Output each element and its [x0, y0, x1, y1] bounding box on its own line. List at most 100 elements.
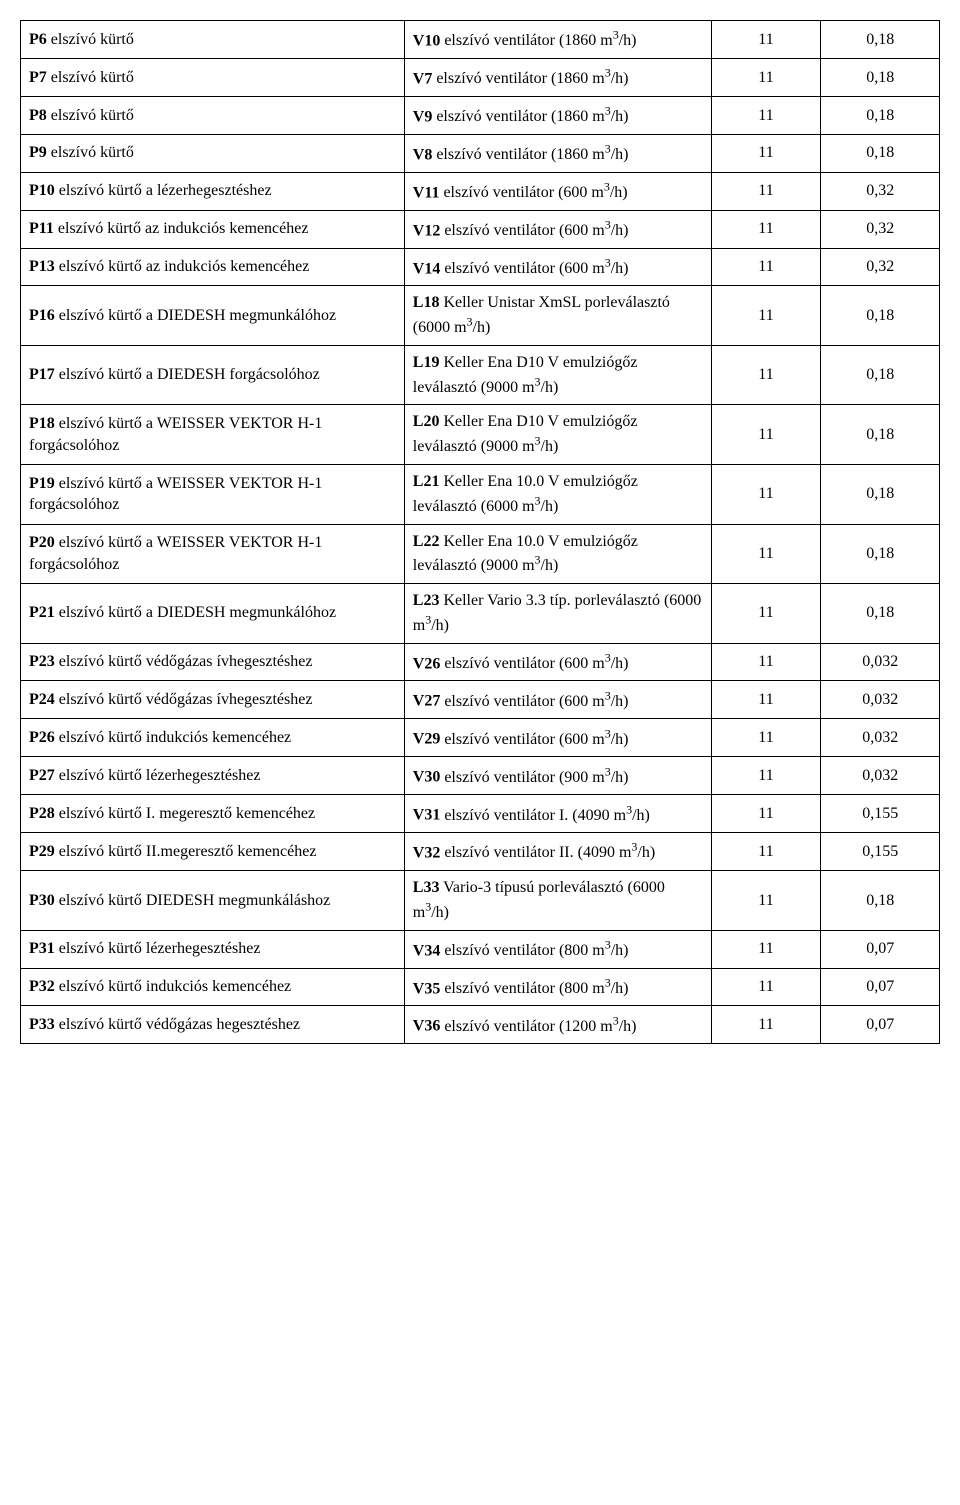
table-row: P33 elszívó kürtő védőgázas hegesztéshez… — [21, 1006, 940, 1044]
source-text: elszívó kürtő az indukciós kemencéhez — [54, 220, 309, 237]
col-equipment: V12 elszívó ventilátor (600 m3/h) — [404, 210, 711, 248]
equipment-text: Keller Vario 3.3 típ. porleválasztó (600… — [413, 592, 702, 634]
col-value-a: 11 — [711, 930, 821, 968]
col-equipment: V31 elszívó ventilátor I. (4090 m3/h) — [404, 795, 711, 833]
equipment-text: elszívó ventilátor (600 m3/h) — [440, 260, 628, 277]
equipment-code: V35 — [413, 980, 441, 997]
source-code: P32 — [29, 978, 55, 995]
equipment-text: elszívó ventilátor II. (4090 m3/h) — [440, 844, 655, 861]
col-equipment: V26 elszívó ventilátor (600 m3/h) — [404, 643, 711, 681]
col-value-b: 0,18 — [821, 286, 940, 346]
source-code: P10 — [29, 182, 55, 199]
col-source: P29 elszívó kürtő II.megeresztő kemencéh… — [21, 833, 405, 871]
col-equipment: V8 elszívó ventilátor (1860 m3/h) — [404, 134, 711, 172]
source-text: elszívó kürtő — [47, 107, 134, 124]
col-value-b: 0,07 — [821, 1006, 940, 1044]
col-value-b: 0,18 — [821, 21, 940, 59]
col-value-b: 0,18 — [821, 465, 940, 525]
source-text: elszívó kürtő indukciós kemencéhez — [55, 978, 291, 995]
col-equipment: L20 Keller Ena D10 V emulziógőz leválasz… — [404, 405, 711, 465]
col-equipment: V32 elszívó ventilátor II. (4090 m3/h) — [404, 833, 711, 871]
equipment-text: elszívó ventilátor (600 m3/h) — [440, 222, 628, 239]
source-text: elszívó kürtő — [47, 144, 134, 161]
col-value-a: 11 — [711, 524, 821, 584]
col-source: P17 elszívó kürtő a DIEDESH forgácsolóho… — [21, 345, 405, 405]
col-value-a: 11 — [711, 405, 821, 465]
equipment-text: elszívó ventilátor (800 m3/h) — [440, 980, 628, 997]
col-source: P18 elszívó kürtő a WEISSER VEKTOR H-1 f… — [21, 405, 405, 465]
equipment-code: V31 — [413, 807, 441, 824]
source-text: elszívó kürtő a WEISSER VEKTOR H-1 forgá… — [29, 534, 322, 573]
col-equipment: V36 elszívó ventilátor (1200 m3/h) — [404, 1006, 711, 1044]
equipment-code: V29 — [413, 731, 441, 748]
equipment-code: V30 — [413, 769, 441, 786]
col-value-a: 11 — [711, 968, 821, 1006]
table-row: P8 elszívó kürtőV9 elszívó ventilátor (1… — [21, 96, 940, 134]
source-text: elszívó kürtő az indukciós kemencéhez — [55, 258, 310, 275]
source-code: P16 — [29, 307, 55, 324]
equipment-text: Keller Ena 10.0 V emulziógőz leválasztó … — [413, 473, 638, 515]
equipment-code: L22 — [413, 533, 440, 550]
source-text: elszívó kürtő indukciós kemencéhez — [55, 729, 291, 746]
col-source: P6 elszívó kürtő — [21, 21, 405, 59]
col-value-a: 11 — [711, 643, 821, 681]
col-value-a: 11 — [711, 795, 821, 833]
col-equipment: V10 elszívó ventilátor (1860 m3/h) — [404, 21, 711, 59]
equipment-text: Vario-3 típusú porleválasztó (6000 m3/h) — [413, 879, 665, 921]
col-source: P26 elszívó kürtő indukciós kemencéhez — [21, 719, 405, 757]
source-code: P30 — [29, 892, 55, 909]
col-value-a: 11 — [711, 248, 821, 286]
equipment-text: elszívó ventilátor (1860 m3/h) — [432, 146, 628, 163]
col-value-b: 0,032 — [821, 719, 940, 757]
equipment-text: elszívó ventilátor (600 m3/h) — [439, 184, 627, 201]
col-equipment: L22 Keller Ena 10.0 V emulziógőz leválas… — [404, 524, 711, 584]
source-code: P24 — [29, 691, 55, 708]
col-value-b: 0,032 — [821, 643, 940, 681]
table-row: P19 elszívó kürtő a WEISSER VEKTOR H-1 f… — [21, 465, 940, 525]
table-row: P13 elszívó kürtő az indukciós kemencéhe… — [21, 248, 940, 286]
table-row: P11 elszívó kürtő az indukciós kemencéhe… — [21, 210, 940, 248]
col-equipment: V30 elszívó ventilátor (900 m3/h) — [404, 757, 711, 795]
source-code: P23 — [29, 653, 55, 670]
col-equipment: V35 elszívó ventilátor (800 m3/h) — [404, 968, 711, 1006]
col-value-b: 0,32 — [821, 172, 940, 210]
col-value-a: 11 — [711, 465, 821, 525]
col-source: P9 elszívó kürtő — [21, 134, 405, 172]
col-source: P16 elszívó kürtő a DIEDESH megmunkálóho… — [21, 286, 405, 346]
source-text: elszívó kürtő a DIEDESH megmunkálóhoz — [55, 604, 336, 621]
col-value-b: 0,032 — [821, 757, 940, 795]
col-value-b: 0,18 — [821, 584, 940, 644]
equipment-code: V32 — [413, 844, 441, 861]
col-source: P28 elszívó kürtő I. megeresztő kemencéh… — [21, 795, 405, 833]
col-value-a: 11 — [711, 286, 821, 346]
col-equipment: V34 elszívó ventilátor (800 m3/h) — [404, 930, 711, 968]
table-row: P16 elszívó kürtő a DIEDESH megmunkálóho… — [21, 286, 940, 346]
col-value-a: 11 — [711, 172, 821, 210]
col-equipment: L18 Keller Unistar XmSL porleválasztó (6… — [404, 286, 711, 346]
col-source: P21 elszívó kürtő a DIEDESH megmunkálóho… — [21, 584, 405, 644]
col-value-a: 11 — [711, 21, 821, 59]
source-code: P20 — [29, 534, 55, 551]
col-source: P11 elszívó kürtő az indukciós kemencéhe… — [21, 210, 405, 248]
source-code: P26 — [29, 729, 55, 746]
equipment-code: L18 — [413, 294, 440, 311]
equipment-code: V10 — [413, 32, 441, 49]
table-row: P27 elszívó kürtő lézerhegesztéshezV30 e… — [21, 757, 940, 795]
equipment-text: elszívó ventilátor (1860 m3/h) — [432, 108, 628, 125]
col-equipment: L33 Vario-3 típusú porleválasztó (6000 m… — [404, 871, 711, 931]
col-value-b: 0,18 — [821, 405, 940, 465]
equipment-text: elszívó ventilátor (600 m3/h) — [440, 731, 628, 748]
col-value-b: 0,18 — [821, 96, 940, 134]
equipment-code: L20 — [413, 413, 440, 430]
source-code: P33 — [29, 1016, 55, 1033]
source-code: P11 — [29, 220, 54, 237]
col-value-b: 0,18 — [821, 134, 940, 172]
table-row: P7 elszívó kürtőV7 elszívó ventilátor (1… — [21, 58, 940, 96]
source-code: P18 — [29, 415, 55, 432]
source-text: elszívó kürtő — [47, 31, 134, 48]
equipment-text: Keller Ena D10 V emulziógőz leválasztó (… — [413, 354, 638, 396]
source-code: P29 — [29, 843, 55, 860]
source-code: P7 — [29, 69, 47, 86]
equipment-text: elszívó ventilátor (900 m3/h) — [440, 769, 628, 786]
col-value-a: 11 — [711, 833, 821, 871]
